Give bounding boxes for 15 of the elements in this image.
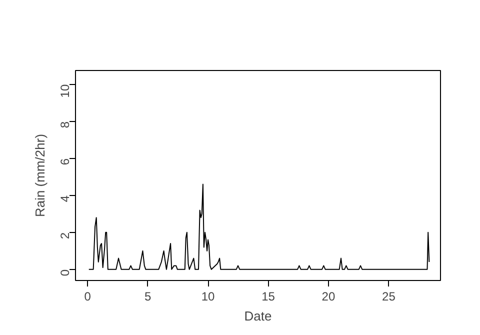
x-tick-label: 25 [382,290,396,304]
y-tick-label: 4 [58,195,72,202]
y-tick-label: 8 [58,121,72,128]
x-tick-label: 10 [201,290,216,304]
x-tick-label: 5 [144,290,152,304]
line-series [88,184,430,270]
y-tick-label: 0 [58,269,72,276]
y-tick-label: 6 [58,158,72,166]
y-axis-title: Rain (mm/2hr) [32,134,48,218]
y-tick-label: 2 [58,232,72,240]
x-tick-label: 20 [322,290,336,304]
x-axis-title: Date [244,308,272,324]
x-tick-label: 15 [262,290,276,304]
x-tick-label: 0 [84,290,92,304]
y-tick-label: 10 [58,84,72,98]
